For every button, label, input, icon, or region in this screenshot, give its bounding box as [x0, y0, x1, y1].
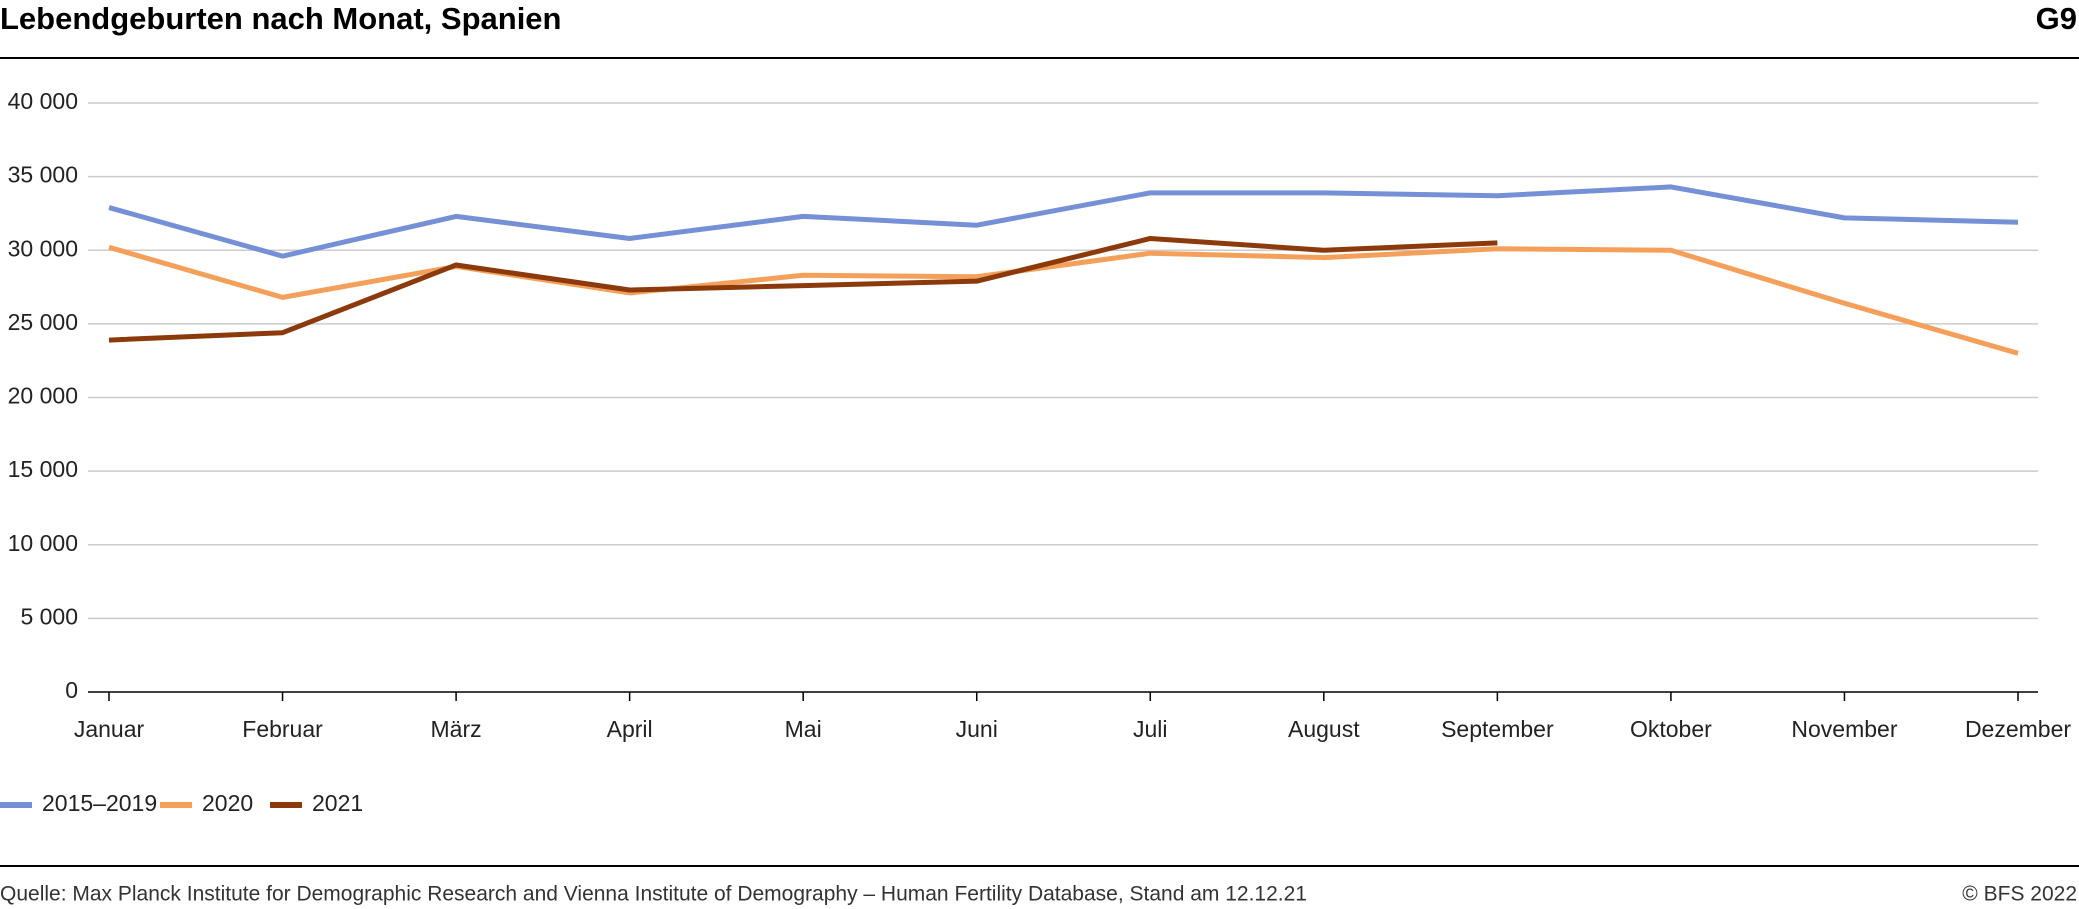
y-tick-label: 25 000 — [8, 309, 78, 335]
line-series — [108, 235, 1498, 343]
copyright: © BFS 2022 — [1962, 883, 2077, 906]
y-tick-label: 5 000 — [20, 603, 78, 629]
y-tick-label: 40 000 — [8, 88, 78, 114]
x-tick-label: April — [607, 716, 653, 742]
y-tick-label: 35 000 — [8, 162, 78, 188]
chart-title: Lebendgeburten nach Monat, Spanien — [0, 1, 561, 36]
x-tick-label: Februar — [242, 716, 323, 742]
x-tick-label: Dezember — [1965, 716, 2071, 742]
x-tick-label: November — [1791, 716, 1897, 742]
x-tick-label: August — [1288, 716, 1360, 742]
legend-label: 2015–2019 — [42, 790, 157, 816]
x-tick-label: Juli — [1133, 716, 1168, 742]
y-tick-label: 15 000 — [8, 456, 78, 482]
y-tick-label: 0 — [65, 677, 78, 703]
legend-label: 2021 — [312, 790, 363, 816]
x-tick-label: März — [431, 716, 482, 742]
y-tick-label: 10 000 — [8, 530, 78, 556]
line-series — [108, 184, 2019, 259]
x-tick-label: September — [1441, 716, 1554, 742]
x-tick-label: Mai — [785, 716, 822, 742]
y-tick-label: 20 000 — [8, 383, 78, 409]
legend-label: 2020 — [202, 790, 253, 816]
y-tick-label: 30 000 — [8, 235, 78, 261]
x-tick-label: Oktober — [1630, 716, 1712, 742]
x-tick-label: Januar — [74, 716, 145, 742]
x-tick-label: Juni — [956, 716, 998, 742]
chart-number: G9 — [2036, 1, 2077, 36]
line-series — [108, 244, 2019, 356]
source: Quelle: Max Planck Institute for Demogra… — [0, 883, 1307, 906]
